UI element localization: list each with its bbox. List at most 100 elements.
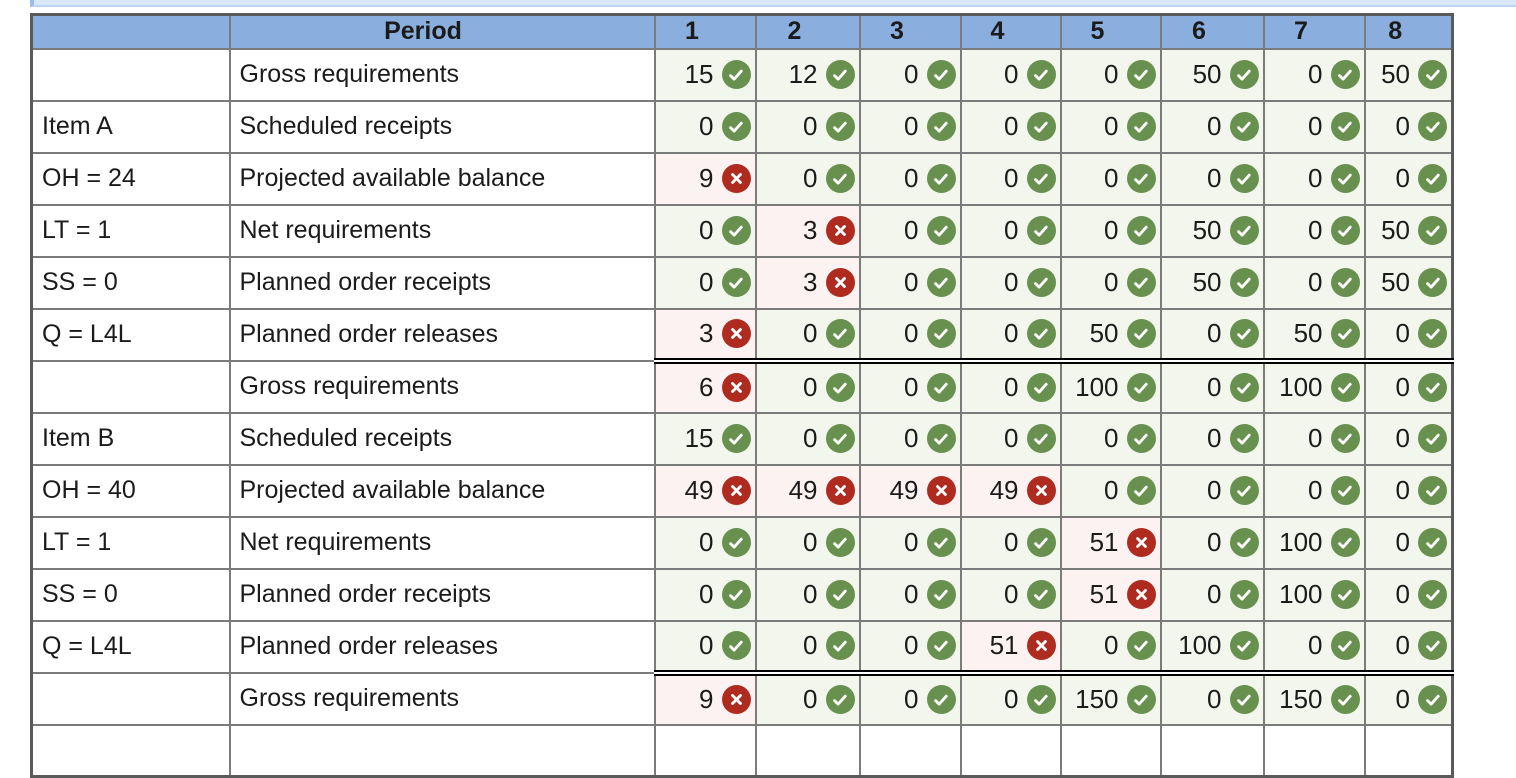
value-text: 50 — [1381, 59, 1410, 89]
value-cell: 49 — [959, 463, 1062, 518]
check-icon — [1026, 60, 1056, 89]
x-icon — [721, 373, 751, 402]
value-cell — [959, 723, 1062, 778]
value-text: 50 — [1381, 215, 1410, 245]
value-text: 0 — [1207, 579, 1222, 609]
table-row: Gross requirements 15 12 0 0 0 50 0 50 — [30, 47, 1454, 102]
value-text: 0 — [904, 267, 919, 297]
item-label-cell: Item A — [30, 99, 231, 154]
check-icon — [1026, 528, 1056, 557]
value-cell: 0 — [858, 203, 962, 258]
check-icon — [1126, 373, 1156, 402]
row-description-cell: Projected available balance — [228, 151, 656, 206]
value-cell: 0 — [1159, 669, 1265, 726]
value-cell: 0 — [959, 307, 1062, 362]
value-text: 50 — [1192, 59, 1222, 89]
value-cell: 12 — [754, 47, 861, 102]
check-icon — [1229, 580, 1259, 609]
row-description-cell: Planned order receipts — [228, 255, 656, 310]
value-text: 0 — [904, 163, 919, 193]
value-cell: 0 — [754, 99, 861, 154]
check-icon — [1229, 60, 1259, 89]
value-text: 0 — [1004, 423, 1019, 453]
period-column-header: 4 — [959, 13, 1062, 50]
value-text: 0 — [1207, 527, 1222, 557]
value-cell: 0 — [858, 151, 962, 206]
table-row: OH = 40 Projected available balance 49 49 49… — [30, 463, 1454, 518]
value-text: 0 — [1395, 372, 1410, 402]
check-icon — [1229, 528, 1259, 557]
check-icon — [1418, 528, 1447, 557]
check-icon — [1418, 685, 1447, 714]
value-cell: 50 — [1363, 47, 1454, 102]
value-cell: 0 — [1159, 567, 1265, 622]
value-cell: 9 — [653, 669, 757, 726]
value-cell: 0 — [1159, 307, 1265, 362]
check-icon — [1330, 476, 1360, 505]
value-cell: 0 — [754, 411, 861, 466]
value-cell: 50 — [1159, 255, 1265, 310]
value-text: 51 — [1089, 527, 1119, 557]
value-text: 0 — [699, 579, 714, 609]
value-cell — [1059, 723, 1162, 778]
value-text: 0 — [1004, 318, 1019, 348]
value-cell: 3 — [754, 255, 861, 310]
value-cell: 0 — [858, 47, 962, 102]
check-icon — [1026, 319, 1056, 348]
value-cell: 0 — [1159, 99, 1265, 154]
value-text: 0 — [1004, 163, 1019, 193]
x-icon — [721, 319, 751, 348]
check-icon — [1418, 164, 1447, 193]
value-cell: 0 — [1159, 411, 1265, 466]
check-icon — [1330, 424, 1360, 453]
value-cell: 51 — [959, 619, 1062, 674]
check-icon — [1418, 60, 1447, 89]
check-icon — [1330, 164, 1360, 193]
value-text: 0 — [1104, 267, 1119, 297]
value-text: 0 — [1395, 163, 1410, 193]
value-text: 3 — [803, 267, 818, 297]
value-cell: 0 — [1262, 151, 1366, 206]
check-icon — [1330, 631, 1360, 660]
value-text: 0 — [1395, 423, 1410, 453]
value-cell: 0 — [754, 515, 861, 570]
value-text: 0 — [1104, 475, 1119, 505]
value-cell — [1363, 723, 1454, 778]
value-text: 0 — [1104, 423, 1119, 453]
value-text: 50 — [1192, 215, 1222, 245]
check-icon — [825, 424, 855, 453]
value-text: 0 — [699, 267, 714, 297]
table-row: OH = 24 Projected available balance 9 0 0 0 0 0… — [30, 151, 1454, 206]
corner-header-cell — [30, 13, 231, 50]
value-text: 0 — [1004, 267, 1019, 297]
check-icon — [1330, 685, 1360, 714]
value-cell: 0 — [858, 307, 962, 362]
row-description-cell: Net requirements — [228, 203, 656, 258]
value-cell: 49 — [754, 463, 861, 518]
row-description-cell: Net requirements — [228, 515, 656, 570]
check-icon — [1418, 373, 1447, 402]
value-cell: 0 — [1363, 307, 1454, 362]
value-cell: 0 — [1363, 99, 1454, 154]
value-cell: 0 — [1059, 463, 1162, 518]
check-icon — [825, 60, 855, 89]
value-text: 0 — [1207, 423, 1222, 453]
check-icon — [825, 112, 855, 141]
check-icon — [1229, 164, 1259, 193]
value-cell: 0 — [653, 619, 757, 674]
check-icon — [926, 528, 956, 557]
value-cell: 100 — [1059, 357, 1162, 414]
check-icon — [926, 580, 956, 609]
period-header-cell: Period — [228, 13, 656, 50]
value-cell: 0 — [653, 567, 757, 622]
value-cell: 0 — [754, 669, 861, 726]
value-cell: 50 — [1363, 255, 1454, 310]
x-icon — [825, 216, 855, 245]
value-cell: 0 — [754, 357, 861, 414]
value-text: 3 — [699, 318, 714, 348]
row-description-cell — [228, 723, 656, 778]
check-icon — [926, 631, 956, 660]
value-text: 0 — [1004, 527, 1019, 557]
value-cell: 0 — [1059, 411, 1162, 466]
value-text: 0 — [1207, 163, 1222, 193]
